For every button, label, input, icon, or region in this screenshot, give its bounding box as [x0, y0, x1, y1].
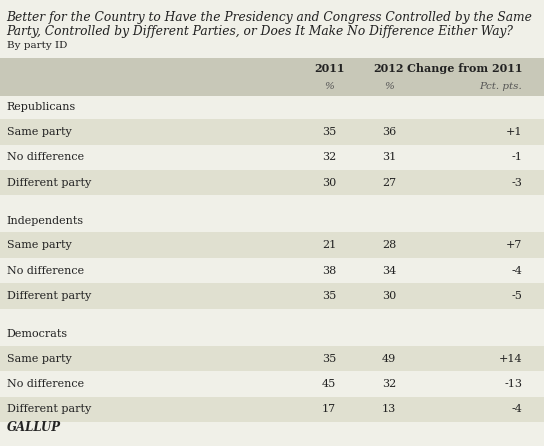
- Text: Change from 2011: Change from 2011: [407, 63, 522, 74]
- Text: %: %: [324, 82, 334, 91]
- Text: No difference: No difference: [7, 152, 84, 162]
- Bar: [0, 322, 544, 346]
- Bar: [0, 283, 544, 309]
- Text: Different party: Different party: [7, 291, 91, 301]
- Text: +7: +7: [506, 240, 522, 250]
- Text: 27: 27: [382, 178, 396, 188]
- Bar: [0, 195, 544, 209]
- Bar: [0, 96, 544, 119]
- Text: 28: 28: [382, 240, 396, 250]
- Text: -1: -1: [511, 152, 522, 162]
- Text: Pct. pts.: Pct. pts.: [479, 82, 522, 91]
- Bar: [0, 346, 544, 371]
- Bar: [0, 371, 544, 396]
- Text: Same party: Same party: [7, 127, 71, 137]
- Bar: [0, 309, 544, 322]
- Text: +1: +1: [506, 127, 522, 137]
- Text: 30: 30: [322, 178, 336, 188]
- Bar: [0, 258, 544, 283]
- Text: -4: -4: [511, 405, 522, 414]
- Text: Better for the Country to Have the Presidency and Congress Controlled by the Sam: Better for the Country to Have the Presi…: [7, 11, 533, 24]
- Text: 2011: 2011: [314, 63, 344, 74]
- Text: Different party: Different party: [7, 405, 91, 414]
- Text: 21: 21: [322, 240, 336, 250]
- Text: Republicans: Republicans: [7, 103, 76, 112]
- Bar: [0, 209, 544, 232]
- Text: 49: 49: [382, 354, 396, 363]
- Text: 35: 35: [322, 354, 336, 363]
- Text: No difference: No difference: [7, 265, 84, 276]
- Text: 36: 36: [382, 127, 396, 137]
- Text: Same party: Same party: [7, 240, 71, 250]
- Text: 2012: 2012: [374, 63, 404, 74]
- Text: 38: 38: [322, 265, 336, 276]
- Text: 13: 13: [382, 405, 396, 414]
- Bar: [0, 58, 544, 96]
- Text: 35: 35: [322, 291, 336, 301]
- Text: 17: 17: [322, 405, 336, 414]
- Text: Democrats: Democrats: [7, 329, 67, 339]
- Text: 30: 30: [382, 291, 396, 301]
- Text: 45: 45: [322, 379, 336, 389]
- Bar: [0, 119, 544, 145]
- Text: GALLUP: GALLUP: [7, 421, 60, 434]
- Text: 32: 32: [322, 152, 336, 162]
- Text: By party ID: By party ID: [7, 41, 67, 50]
- Text: 32: 32: [382, 379, 396, 389]
- Text: %: %: [384, 82, 394, 91]
- Text: -13: -13: [504, 379, 522, 389]
- Text: 35: 35: [322, 127, 336, 137]
- Text: -4: -4: [511, 265, 522, 276]
- Text: 31: 31: [382, 152, 396, 162]
- Text: Independents: Independents: [7, 216, 84, 226]
- Text: 34: 34: [382, 265, 396, 276]
- Text: -3: -3: [511, 178, 522, 188]
- Bar: [0, 145, 544, 170]
- Bar: [0, 170, 544, 195]
- Bar: [0, 232, 544, 258]
- Text: +14: +14: [499, 354, 522, 363]
- Text: Party, Controlled by Different Parties, or Does It Make No Difference Either Way: Party, Controlled by Different Parties, …: [7, 25, 514, 37]
- Bar: [0, 396, 544, 422]
- Text: Different party: Different party: [7, 178, 91, 188]
- Text: No difference: No difference: [7, 379, 84, 389]
- Text: Same party: Same party: [7, 354, 71, 363]
- Text: -5: -5: [511, 291, 522, 301]
